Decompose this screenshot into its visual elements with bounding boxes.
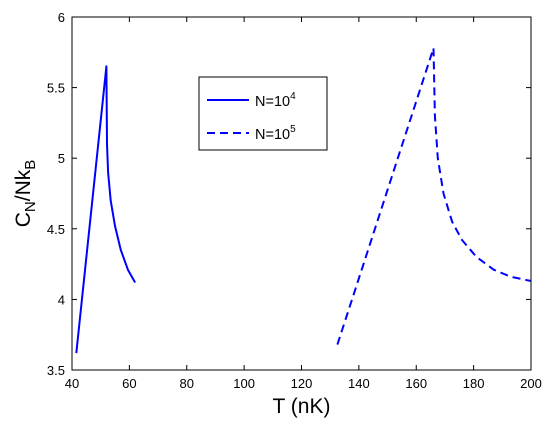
y-axis-label-sub2: B: [22, 160, 39, 170]
x-tick-label: 60: [122, 376, 136, 391]
legend: N=104 N=105: [198, 76, 328, 151]
x-tick-label: 40: [65, 376, 79, 391]
x-tick-label: 180: [463, 376, 485, 391]
x-axis-label: T (nK): [273, 395, 331, 418]
y-axis-label-mid: /Nk: [12, 169, 35, 201]
series-line-1: [75, 65, 136, 354]
ticks-layer: 40 60 80 100 120 140 160 180 200 3.5 4 4.5 5 5.5 6: [47, 10, 542, 391]
x-tick-label: 160: [405, 376, 427, 391]
legend-box: [198, 76, 328, 151]
legend-entry-series-1: N=104: [255, 91, 296, 110]
y-axis-label-main: C: [12, 212, 35, 227]
y-tick-label: 5: [58, 151, 65, 166]
series-line-2: [336, 47, 532, 345]
y-axis-label-sub1: N: [22, 201, 39, 212]
series-layer: [75, 47, 532, 354]
legend-entry-series-1-base: N=10: [255, 94, 290, 110]
x-tick-label: 100: [233, 376, 255, 391]
x-tick-label: 200: [520, 376, 542, 391]
legend-entry-series-2: N=105: [255, 124, 296, 143]
y-tick-label: 3.5: [47, 363, 65, 378]
x-tick-label: 140: [348, 376, 370, 391]
legend-entry-series-1-exp: 4: [290, 91, 296, 102]
y-tick-label: 6: [58, 10, 65, 25]
y-tick-label: 4: [58, 292, 65, 307]
y-tick-label: 4.5: [47, 222, 65, 237]
y-axis-label: CN/NkB: [12, 160, 39, 228]
x-tick-label: 120: [291, 376, 313, 391]
legend-entry-series-2-exp: 5: [290, 124, 296, 135]
plot-frame: [71, 16, 532, 371]
y-tick-label: 5.5: [47, 81, 65, 96]
x-tick-label: 80: [180, 376, 194, 391]
legend-entry-series-2-base: N=10: [255, 127, 290, 143]
